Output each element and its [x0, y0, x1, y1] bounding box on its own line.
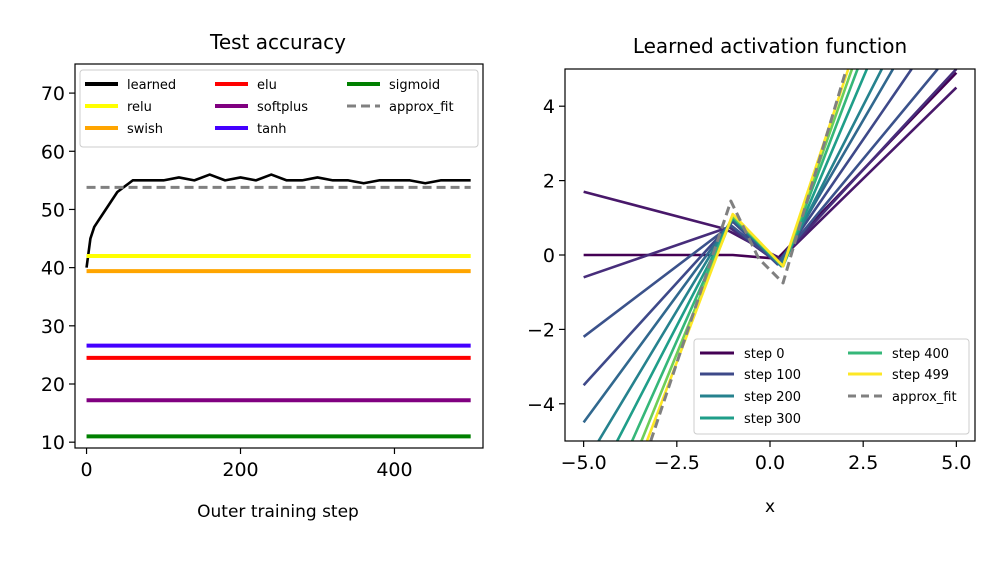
legend-label-step-300: step 300 [744, 412, 801, 427]
series-line-step-0 [583, 71, 958, 261]
axes-frame [74, 63, 484, 449]
x-tick-label: 200 [222, 459, 258, 481]
x-axis-label: Outer training step [197, 502, 359, 522]
y-tick-label: 70 [41, 83, 65, 105]
y-tick-label: 2 [543, 171, 555, 193]
y-tick-label: 0 [543, 245, 555, 267]
legend-label-relu: relu [127, 100, 152, 115]
x-tick-label: 400 [376, 459, 412, 481]
legend-label-learned: learned [127, 78, 176, 93]
y-tick-label: 20 [41, 374, 65, 396]
x-tick-label: 5.0 [941, 452, 971, 474]
x-tick-label: 0 [81, 459, 93, 481]
legend: learned relu swish elu softplus tanh sigmoid ap… [79, 69, 479, 148]
legend-label-step-200: step 200 [744, 390, 801, 405]
x-tick-label: −5.0 [561, 452, 607, 474]
y-tick-label: 10 [41, 432, 65, 454]
series-line-intermediate-3 [582, 69, 939, 338]
legend-label-elu: elu [257, 78, 277, 93]
y-tick-label: 60 [41, 141, 65, 163]
chart-title: Test accuracy [209, 30, 346, 54]
plot-area [582, 69, 958, 441]
legend-label-approx-fit: approx_fit [892, 390, 957, 405]
legend-label-swish: swish [127, 122, 163, 137]
series-line-learned [85, 173, 471, 268]
series-line-intermediate-2 [583, 69, 958, 279]
x-tick-label: 2.5 [848, 452, 878, 474]
y-tick-label: −2 [527, 319, 555, 341]
legend-label-sigmoid: sigmoid [389, 78, 440, 93]
y-tick-label: 40 [41, 258, 65, 280]
legend-box [693, 338, 970, 435]
axis-ticks: −5.0 −2.5 0.0 2.5 5.0 −4 −2 0 2 4 [527, 96, 971, 474]
series-line-approx-fit [649, 69, 848, 441]
legend-label-step-100: step 100 [744, 368, 801, 383]
chart-title: Learned activation function [633, 34, 907, 58]
y-tick-label: −4 [527, 394, 555, 416]
x-axis-label: x [765, 497, 775, 517]
legend-label-tanh: tanh [257, 122, 287, 137]
legend-label-softplus: softplus [257, 100, 308, 115]
legend: step 0 step 100 step 200 step 300 step 400 st… [693, 338, 970, 435]
axis-ticks: 0 200 400 10 20 30 40 50 60 70 [41, 83, 413, 481]
legend-box [79, 69, 479, 148]
x-tick-label: 0.0 [755, 452, 785, 474]
legend-label-approx-fit: approx_fit [389, 100, 454, 115]
test-accuracy-chart: Test accuracy 0 200 400 10 20 30 40 50 60 70 Oute… [41, 30, 484, 522]
y-tick-label: 30 [41, 316, 65, 338]
x-tick-label: −2.5 [654, 452, 700, 474]
legend-label-step-0: step 0 [744, 347, 785, 362]
legend-label-step-400: step 400 [892, 347, 949, 362]
legend-label-step-499: step 499 [892, 368, 949, 383]
series-line-step-100 [582, 69, 913, 387]
activation-function-chart: Learned activation function −5.0 −2.5 0.0 2… [527, 34, 976, 517]
y-tick-label: 50 [41, 199, 65, 221]
plot-area [85, 173, 471, 439]
y-tick-label: 4 [543, 96, 555, 118]
